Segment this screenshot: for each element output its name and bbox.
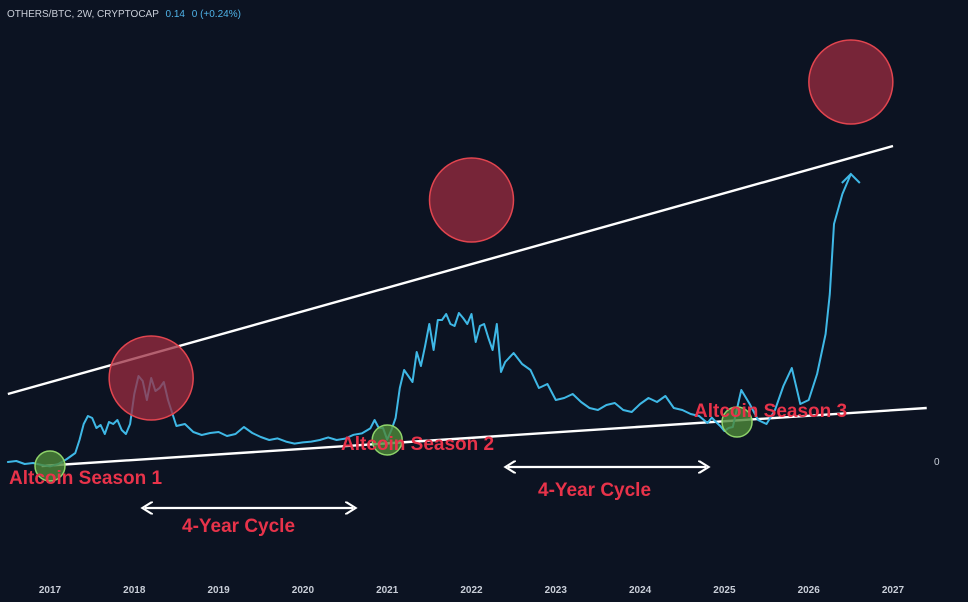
right-axis-label: 0 <box>934 457 940 468</box>
peak-circle-1 <box>108 335 194 421</box>
bottom-circle-2 <box>371 424 403 456</box>
price-value: 0.14 <box>165 9 185 20</box>
x-tick-label: 2017 <box>38 585 62 596</box>
peak-circle-2 <box>428 157 515 243</box>
peak-circle-3 <box>808 39 894 125</box>
x-tick-label: 2021 <box>376 585 399 596</box>
projection-arrowhead <box>841 172 861 184</box>
x-tick-label: 2018 <box>123 585 146 596</box>
x-tick-label: 2022 <box>460 585 483 596</box>
x-tick-label: 2020 <box>291 585 315 596</box>
cycle-label-2: 4-Year Cycle <box>538 480 652 501</box>
x-tick-label: 2019 <box>207 585 230 596</box>
cycle-markers <box>34 39 894 482</box>
price-value-b: 0 <box>191 9 198 20</box>
symbol-label: OTHERS/BTC, 2W, CRYPTOCAP <box>7 9 159 20</box>
season-label-3: Altcoin Season 3 <box>694 401 848 422</box>
x-tick-label: 2027 <box>881 585 905 596</box>
cycle-label-1: 4-Year Cycle <box>182 516 296 537</box>
x-tick-label: 2026 <box>797 585 820 596</box>
price-change: (+0.24%) <box>200 9 241 20</box>
cycle-arrows <box>145 467 706 508</box>
x-tick-label: 2025 <box>713 585 736 596</box>
x-tick-label: 2024 <box>628 585 652 596</box>
bottom-circle-3 <box>721 406 753 438</box>
season-label-1: Altcoin Season 1 <box>9 468 163 489</box>
symbol-header: OTHERS/BTC, 2W, CRYPTOCAP 0.14 0 (+0.24%… <box>7 9 241 20</box>
bottom-circle-1 <box>34 450 66 482</box>
x-tick-label: 2023 <box>544 585 567 596</box>
season-label-2: Altcoin Season 2 <box>341 434 495 455</box>
support-trendline <box>41 406 927 468</box>
